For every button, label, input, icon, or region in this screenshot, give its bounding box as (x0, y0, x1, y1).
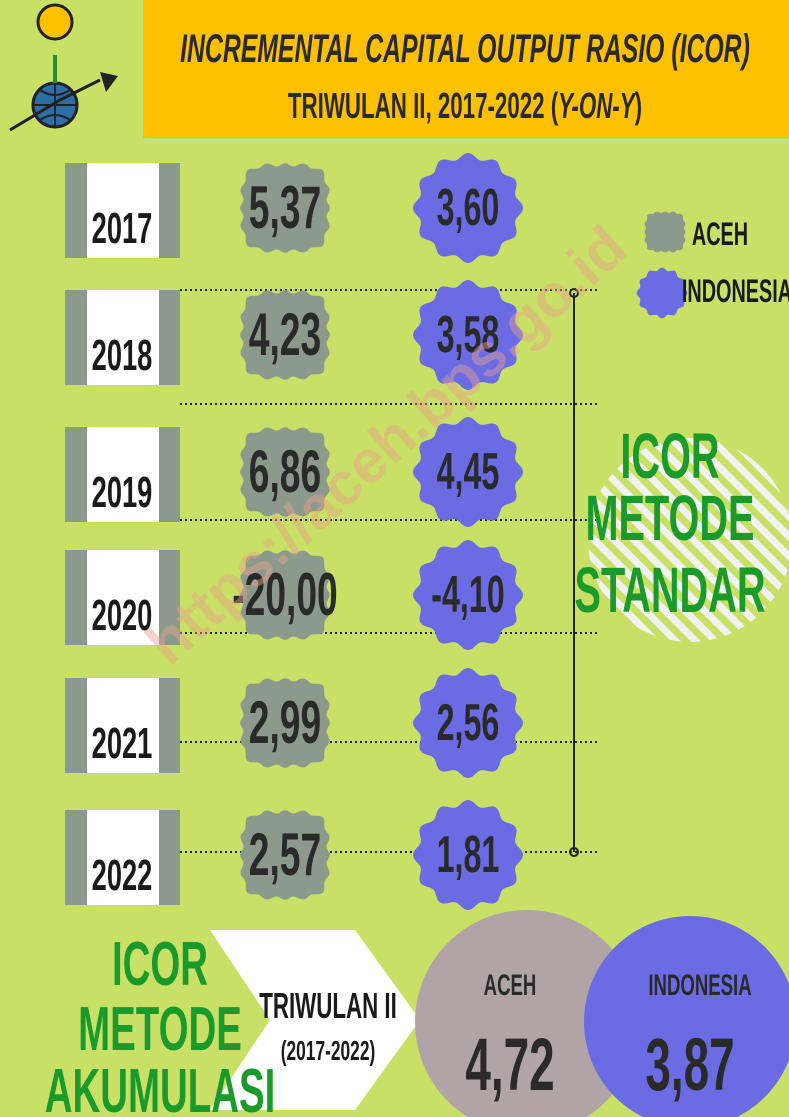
aceh-shape (240, 290, 330, 380)
subtitle-part: ) (635, 87, 642, 127)
indonesia-value: 2,56 (437, 694, 500, 752)
indonesia-value: -4,10 (431, 566, 504, 624)
accumulation-label: METODE (78, 994, 242, 1064)
indonesia-shape (412, 539, 524, 651)
aceh-shape (240, 550, 330, 640)
aceh-shape (240, 163, 330, 253)
indonesia-shape (412, 152, 524, 264)
arrow (210, 930, 420, 1110)
bracket-end (569, 288, 579, 298)
aceh-value: -20,00 (232, 561, 337, 628)
standard-circle (588, 438, 789, 642)
title: INCREMENTAL CAPITAL OUTPUT RASIO (ICOR) (180, 27, 750, 71)
period: TRIWULAN II (259, 987, 397, 1027)
year: 2017 (92, 203, 153, 252)
aceh-circle (415, 910, 639, 1117)
aceh-value: 2,57 (249, 821, 321, 888)
subtitle-part: TRIWULAN II, 2017-2022 ( (288, 87, 558, 127)
year-box-inner (87, 810, 159, 905)
year-box-inner (87, 550, 159, 645)
legend-label: INDONESIA (682, 273, 789, 309)
accumulation-label: ICOR (112, 929, 208, 999)
legend-indonesia-swatch (636, 267, 688, 319)
indonesia-value: 4,45 (437, 443, 500, 501)
year: 2018 (92, 330, 153, 379)
indonesia-shape (412, 279, 524, 391)
accumulation-label: AKUMULASI (45, 1056, 276, 1117)
subtitle-part: Y-ON-Y (558, 87, 637, 127)
standard-label: STANDAR (575, 556, 766, 627)
indonesia-value: 1,81 (437, 826, 500, 884)
period-range: (2017-2022) (281, 1035, 376, 1066)
indonesia-value: 3,60 (437, 179, 500, 237)
indonesia-total: 3,87 (645, 1024, 734, 1107)
indonesia-label: INDONESIA (648, 969, 751, 1003)
standard-label: ICOR (620, 422, 719, 493)
standard-label: METODE (586, 484, 755, 555)
aceh-label: ACEH (484, 969, 537, 1003)
icon (9, 3, 118, 132)
year: 2021 (92, 718, 153, 767)
indonesia-value: 3,58 (437, 306, 500, 364)
indonesia-shape (412, 416, 524, 528)
year: 2020 (92, 590, 153, 639)
year: 2019 (92, 467, 153, 516)
aceh-value: 6,86 (249, 438, 321, 505)
aceh-value: 2,99 (249, 689, 321, 756)
year-box-inner (87, 290, 159, 385)
aceh-shape (240, 427, 330, 517)
legend-label: ACEH (692, 216, 748, 252)
aceh-value: 5,37 (249, 174, 321, 241)
subtitle: TRIWULAN II, 2017-2022 (Y-ON-Y) (288, 87, 642, 127)
aceh-shape (240, 810, 330, 900)
indonesia-shape (412, 667, 524, 779)
year-box-inner (87, 427, 159, 522)
year-box-inner (87, 163, 159, 258)
year: 2022 (92, 850, 153, 899)
indonesia-shape (412, 799, 524, 911)
indonesia-circle (584, 916, 789, 1117)
aceh-shape (240, 678, 330, 768)
aceh-total: 4,72 (465, 1024, 554, 1107)
aceh-value: 4,23 (249, 301, 321, 368)
legend-aceh-swatch (644, 211, 686, 253)
header-band (143, 0, 789, 138)
year-box-inner (87, 678, 159, 773)
